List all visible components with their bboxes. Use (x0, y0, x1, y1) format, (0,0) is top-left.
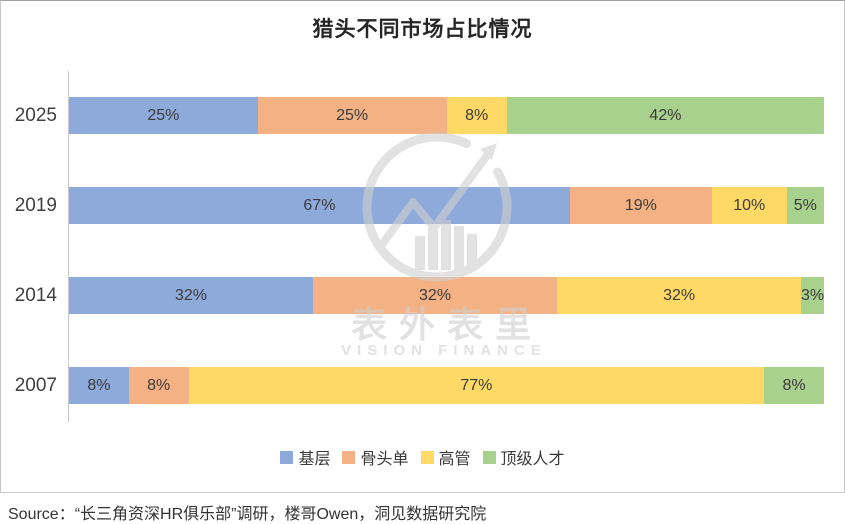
legend-item[interactable]: 顶级人才 (482, 445, 565, 469)
segment-value-label: 5% (793, 196, 817, 214)
segment-value-label: 8% (465, 106, 489, 124)
segment-value-label: 8% (147, 376, 171, 394)
bar-segment[interactable]: 8% (446, 97, 507, 134)
stacked-bar-2019: 67% 19% 10% 5% (69, 187, 824, 224)
segment-value-label: 32% (175, 286, 208, 304)
bar-segment[interactable]: 42% (506, 97, 824, 134)
watermark: 表外表里 VISION FINANCE (319, 124, 563, 366)
chart-title: 猎头不同市场占比情况 (312, 18, 533, 41)
segment-value-label: 8% (782, 376, 806, 394)
segment-value-label: 25% (147, 106, 180, 124)
segment-value-label: 25% (336, 106, 369, 124)
trend-arrow-circle-icon (362, 132, 512, 282)
y-axis-line (68, 71, 69, 422)
legend-label: 基层 (298, 451, 331, 468)
bar-segment[interactable]: 3% (801, 277, 824, 314)
stacked-bar-2025: 25% 25% 8% 42% (69, 97, 824, 134)
legend-swatch (482, 450, 496, 464)
segment-value-label: 10% (733, 196, 766, 214)
segment-value-label: 67% (303, 196, 336, 214)
source-note: Source：“长三角资深HR俱乐部”调研，楼哥Owen，洞见数据研究院 (8, 506, 487, 523)
legend-swatch (420, 450, 434, 464)
bar-segment[interactable]: 8% (764, 367, 824, 404)
legend-label: 顶级人才 (500, 451, 565, 468)
bar-segment[interactable]: 5% (786, 187, 824, 224)
legend-item[interactable]: 基层 (280, 445, 330, 469)
legend-swatch (342, 450, 356, 464)
legend-item[interactable]: 骨头单 (342, 445, 409, 469)
bar-segment[interactable]: 8% (128, 367, 189, 404)
segment-value-label: 3% (800, 286, 825, 304)
segment-value-label: 8% (87, 376, 111, 394)
legend-label: 骨头单 (360, 451, 409, 468)
stacked-bar-2007: 8% 8% 77% 8% (69, 367, 824, 404)
segment-value-label: 77% (460, 376, 493, 394)
stacked-bar-2014: 32% 32% 32% 3% (69, 277, 824, 314)
bar-segment[interactable]: 19% (569, 187, 712, 224)
segment-value-label: 32% (663, 286, 696, 304)
bar-segment[interactable]: 25% (69, 97, 258, 134)
bar-segment[interactable]: 8% (69, 367, 129, 404)
watermark-en-text: VISION FINANCE (341, 342, 547, 359)
bar-segment[interactable]: 10% (711, 187, 787, 224)
segment-value-label: 19% (624, 196, 657, 214)
bar-segment[interactable]: 32% (557, 277, 802, 314)
category-label: 2007 (14, 375, 57, 396)
legend: 基层 骨头单 高管 顶级人才 (1, 445, 844, 469)
segment-value-label: 32% (419, 286, 452, 304)
segment-value-label: 42% (649, 106, 682, 124)
bar-segment[interactable]: 32% (313, 277, 558, 314)
bar-segment[interactable]: 32% (69, 277, 314, 314)
bar-segment[interactable]: 25% (257, 97, 447, 134)
legend-label: 高管 (438, 451, 471, 468)
chart-frame: 猎头不同市场占比情况 2025 25% 25% 8% 42% 2019 67% 19% 10% 5… (0, 0, 845, 493)
category-label: 2019 (14, 195, 57, 216)
bar-segment[interactable]: 77% (188, 367, 765, 404)
legend-swatch (280, 450, 294, 464)
bar-segment[interactable]: 67% (69, 187, 570, 224)
category-label: 2014 (14, 285, 57, 306)
category-label: 2025 (14, 105, 57, 126)
legend-item[interactable]: 高管 (420, 445, 471, 469)
